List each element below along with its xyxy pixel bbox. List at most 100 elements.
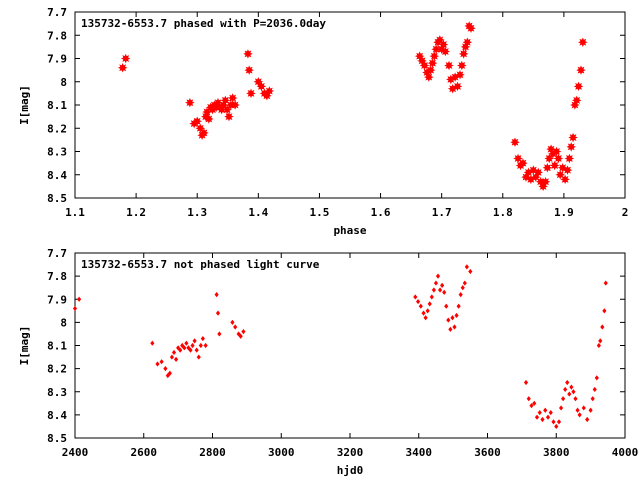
- data-point: [468, 268, 473, 275]
- data-point: [429, 51, 440, 61]
- data-point: [192, 116, 202, 127]
- data-point: [598, 338, 603, 344]
- y-tick-label: 8: [60, 76, 67, 89]
- data-point: [556, 419, 562, 425]
- data-point: [215, 310, 221, 316]
- data-point: [581, 405, 586, 411]
- data-point: [523, 379, 529, 386]
- data-point: [431, 44, 441, 54]
- y-axis-ticks: 7.7 7.8 7.9 8 8.1 8.2 8.3 8.4 8.5: [47, 247, 625, 445]
- data-point: [427, 301, 432, 307]
- data-point: [196, 354, 201, 360]
- data-point: [456, 303, 461, 309]
- data-point: [214, 292, 219, 298]
- y-axis-label: I[mag]: [18, 326, 31, 366]
- y-tick-label: 8.4: [47, 169, 67, 182]
- data-point: [419, 60, 430, 71]
- data-point: [150, 340, 155, 346]
- data-points: [72, 264, 608, 430]
- data-point: [230, 100, 240, 110]
- data-point: [545, 414, 551, 420]
- data-point: [444, 303, 449, 309]
- data-point: [227, 93, 238, 103]
- data-point: [120, 53, 131, 64]
- data-point: [442, 289, 447, 295]
- y-tick-label: 7.8: [47, 29, 67, 42]
- y-tick-label: 7.9: [47, 293, 67, 306]
- data-point: [238, 333, 243, 339]
- data-point: [117, 63, 128, 73]
- data-point: [457, 60, 467, 71]
- y-tick-label: 8.5: [47, 192, 67, 205]
- data-point: [244, 65, 254, 75]
- data-point: [184, 340, 189, 346]
- data-point: [510, 137, 520, 147]
- data-point: [594, 375, 599, 381]
- data-point: [560, 174, 570, 185]
- data-point: [230, 319, 235, 325]
- data-point: [424, 72, 434, 82]
- data-point: [192, 338, 197, 344]
- data-point: [171, 349, 177, 356]
- data-point: [565, 379, 570, 386]
- data-point: [462, 280, 467, 286]
- data-point: [571, 95, 582, 106]
- data-point: [448, 326, 453, 332]
- data-point: [429, 294, 434, 300]
- data-point: [413, 294, 418, 300]
- data-point: [188, 347, 193, 353]
- data-point: [458, 49, 469, 59]
- y-tick-label: 8.5: [47, 432, 67, 445]
- data-point: [199, 128, 209, 138]
- data-point: [600, 324, 605, 330]
- data-point: [553, 153, 564, 164]
- x-tick-label: 1.8: [493, 206, 513, 219]
- data-point: [543, 407, 548, 413]
- y-tick-label: 7.9: [47, 53, 67, 66]
- data-point: [540, 416, 545, 423]
- data-point: [561, 396, 566, 402]
- data-point: [437, 287, 443, 293]
- data-point: [190, 342, 195, 349]
- x-tick-label: 1.3: [187, 206, 207, 219]
- data-point: [185, 97, 195, 108]
- x-tick-label: 1.4: [248, 206, 268, 219]
- x-tick-label: 3600: [474, 446, 501, 459]
- data-point: [529, 403, 534, 409]
- data-point: [558, 405, 564, 411]
- x-tick-label: 3200: [337, 446, 364, 459]
- data-point: [167, 370, 172, 376]
- data-point: [159, 359, 164, 365]
- data-point: [178, 347, 183, 353]
- data-point: [568, 132, 578, 143]
- data-point: [569, 384, 574, 390]
- data-point: [533, 167, 543, 178]
- data-point: [585, 416, 590, 423]
- data-point: [425, 308, 430, 314]
- data-point: [264, 86, 275, 96]
- data-point: [224, 111, 234, 122]
- y-tick-label: 8.1: [47, 99, 67, 112]
- data-point: [576, 65, 586, 75]
- data-point: [596, 342, 601, 349]
- data-point: [454, 312, 459, 319]
- data-point: [466, 23, 476, 34]
- data-point: [518, 158, 528, 168]
- x-tick-label: 2800: [199, 446, 226, 459]
- x-tick-label: 2: [622, 206, 629, 219]
- x-axis-label: phase: [333, 224, 366, 237]
- y-tick-label: 8: [60, 316, 67, 329]
- x-tick-label: 4000: [612, 446, 639, 459]
- data-point: [163, 366, 168, 372]
- unphased-light-curve-panel: 135732-6553.7 not phased light curve 240…: [18, 247, 638, 477]
- data-point: [548, 409, 553, 416]
- data-point: [423, 315, 428, 321]
- data-point: [452, 324, 457, 330]
- data-point: [440, 282, 445, 288]
- data-point: [455, 70, 465, 80]
- data-point: [563, 386, 568, 393]
- x-tick-label: 2400: [62, 446, 89, 459]
- x-tick-label: 2600: [131, 446, 158, 459]
- x-tick-label: 1.1: [65, 206, 85, 219]
- data-point: [256, 81, 267, 92]
